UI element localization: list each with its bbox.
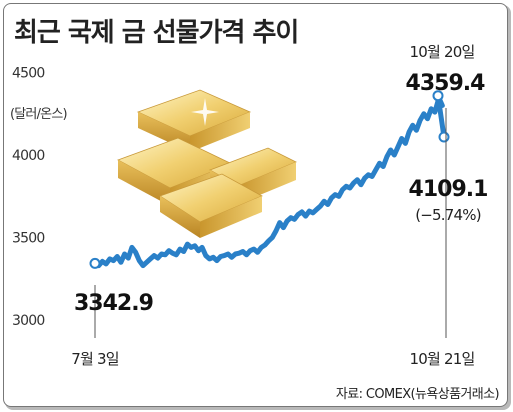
y-axis: 4500 4000 3500 3000 (12, 66, 45, 330)
price-line (92, 93, 447, 269)
peak-value-label: 4359.4 (406, 71, 486, 96)
peak-point-marker (432, 90, 444, 102)
y-tick-label: 4000 (12, 148, 44, 164)
end-point-marker (438, 131, 450, 143)
start-value-label: 3342.9 (74, 291, 153, 316)
y-tick-label: 3500 (12, 231, 44, 247)
end-change-label: (−5.74%) (415, 206, 481, 224)
y-axis-unit: (달러/온스) (10, 107, 67, 122)
start-point-marker (89, 257, 101, 269)
price-series (89, 90, 450, 269)
chart-title: 최근 국제 금 선물가격 추이 (14, 18, 299, 48)
chart-source: 자료: COMEX(뉴욕상품거래소) (335, 387, 500, 402)
end-value-label: 4109.1 (409, 177, 488, 202)
gold-bars-illustration (117, 89, 297, 238)
peak-date-label: 10월 20일 (410, 43, 475, 61)
x-tick-label-start: 7월 3일 (71, 350, 118, 368)
y-tick-label: 3000 (12, 313, 44, 329)
x-tick-label-end: 10월 21일 (410, 350, 475, 368)
y-tick-label: 4500 (12, 66, 44, 82)
